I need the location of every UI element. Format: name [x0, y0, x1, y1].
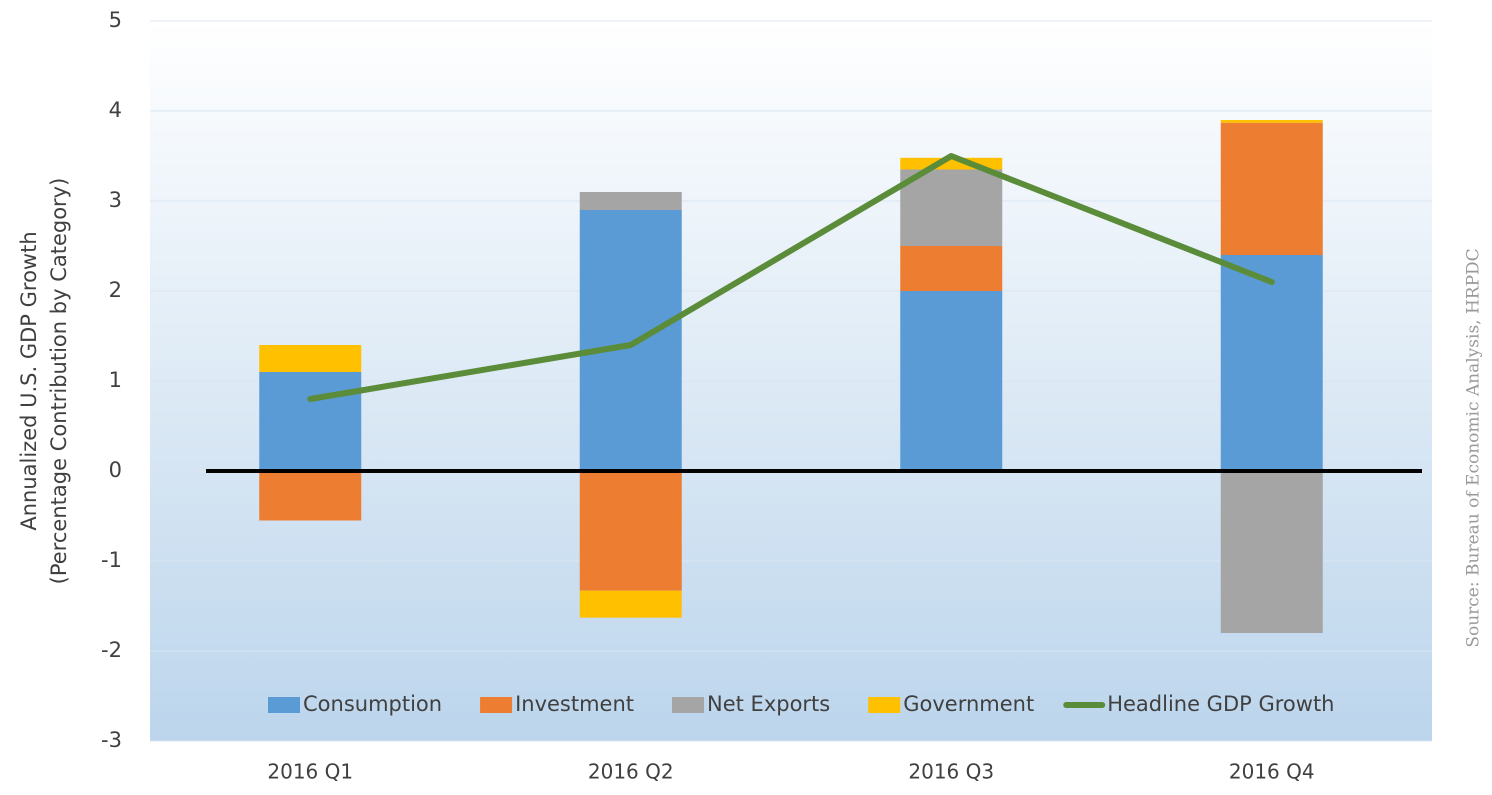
bar-segment	[259, 372, 362, 471]
legend-label: Investment	[515, 692, 634, 716]
legend-label: Headline GDP Growth	[1107, 692, 1334, 716]
legend-swatch	[672, 697, 705, 713]
bar-segment	[1220, 471, 1323, 633]
bar-segment	[900, 157, 1003, 170]
y-tick-label: 2	[109, 278, 122, 302]
bar-segment	[1220, 255, 1323, 471]
bar-segment	[579, 210, 682, 471]
source-note: Source: Bureau of Economic Analysis, HRP…	[1464, 248, 1484, 647]
legend-label: Government	[903, 692, 1034, 716]
bar-segment	[900, 246, 1003, 291]
x-tick-label: 2016 Q1	[267, 760, 353, 784]
bar-segment	[259, 471, 362, 521]
bar-segment	[579, 471, 682, 591]
legend-swatch	[268, 697, 300, 713]
y-tick-label: -3	[101, 728, 122, 752]
bar-segment	[259, 345, 362, 372]
y-tick-label: -1	[101, 548, 122, 572]
line-series	[307, 153, 1275, 402]
legend-swatch	[480, 697, 513, 713]
bar-segment	[1220, 120, 1323, 123]
bar-segment	[579, 192, 682, 210]
y-tick-label: 4	[109, 98, 122, 122]
y-tick-label: 3	[109, 188, 122, 212]
legend-label: Net Exports	[707, 692, 830, 716]
y-tick-label: 0	[109, 458, 122, 482]
x-tick-label: 2016 Q2	[588, 760, 674, 784]
legend-label: Consumption	[303, 692, 442, 716]
y-tick-label: 1	[109, 368, 122, 392]
y-axis-label: Annualized U.S. GDP Growth	[17, 231, 41, 530]
bar-segment	[579, 590, 682, 618]
bar-segment	[1220, 122, 1323, 255]
bar-segment	[900, 169, 1003, 246]
y-tick-label: -2	[101, 638, 122, 662]
bar-segment	[900, 291, 1003, 471]
y-axis-label: (Percentage Contribution by Category)	[47, 178, 71, 585]
y-tick-label: 5	[109, 8, 122, 32]
x-tick-label: 2016 Q4	[1229, 760, 1315, 784]
x-tick-label: 2016 Q3	[908, 760, 994, 784]
legend-swatch	[868, 697, 901, 713]
